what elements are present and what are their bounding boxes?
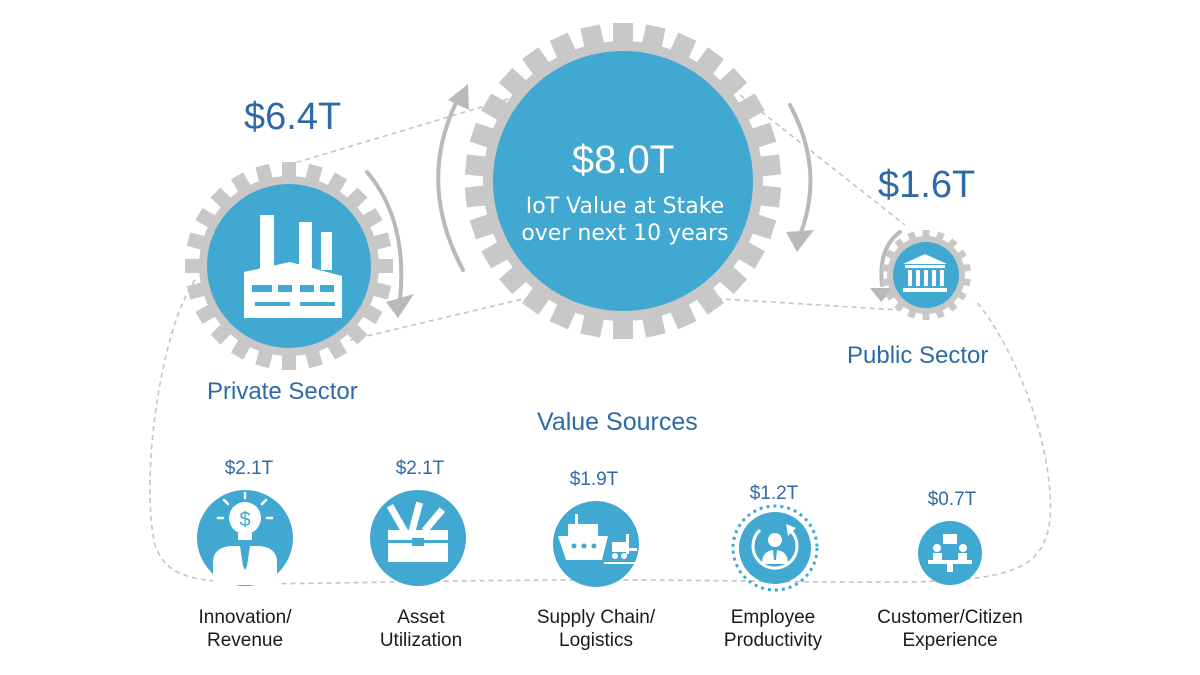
value-source-value-employee: $1.2T	[749, 483, 799, 504]
private-rotation-arrow	[365, 170, 404, 302]
private-sector-value: $6.4T	[244, 96, 342, 138]
value-source-value-customer: $0.7T	[927, 489, 977, 510]
value-source-name-customer: Customer/Citizen Experience	[860, 606, 1040, 652]
value-source-name-line1: Supply Chain/	[536, 607, 656, 628]
iot-value-caption-line2: over next 10 years	[521, 221, 729, 246]
total-iot-value: $8.0T	[571, 138, 675, 182]
gear-tooth	[613, 23, 633, 47]
public-sector-label: Public Sector	[847, 342, 989, 369]
public-rotation-arrow	[879, 230, 902, 287]
value-source-name-line2: Revenue	[206, 630, 284, 651]
value-source-name-line1: Customer/Citizen	[877, 607, 1023, 628]
innovation-lightbulb-icon: $	[213, 491, 277, 585]
iot-value-gear	[464, 23, 782, 339]
value-source-name-line2: Utilization	[379, 630, 463, 651]
main-rotation-arrow-right	[788, 103, 813, 237]
ship-forklift-icon	[558, 514, 638, 564]
value-source-name-line2: Productivity	[723, 630, 823, 651]
value-source-name-line1: Asset	[397, 607, 445, 628]
rotation-arrows	[365, 93, 902, 302]
value-source-name-employee: Employee Productivity	[683, 606, 863, 652]
arrow-heads	[386, 84, 894, 318]
government-building-icon	[903, 254, 947, 292]
iot-value-caption: IoT Value at Stake over next 10 years	[505, 193, 745, 247]
value-source-name-asset: Asset Utilization	[331, 606, 511, 652]
svg-text:$: $	[239, 509, 250, 531]
value-source-name-supply-chain: Supply Chain/ Logistics	[506, 606, 686, 652]
value-source-name-line1: Employee	[730, 607, 816, 628]
toolbox-icon	[386, 501, 448, 562]
public-sector-value: $1.6T	[878, 164, 976, 206]
factory-icon	[244, 215, 342, 318]
gear-center	[493, 51, 753, 311]
value-source-name-innovation: Innovation/ Revenue	[155, 606, 335, 652]
private-sector-label: Private Sector	[207, 378, 358, 405]
value-source-value-asset: $2.1T	[395, 458, 445, 479]
customer-service-icon	[928, 534, 972, 572]
value-source-value-supply-chain: $1.9T	[569, 469, 619, 490]
value-source-name-line2: Logistics	[559, 630, 633, 651]
value-source-name-line2: Experience	[902, 630, 998, 651]
employee-cycle-icon	[731, 504, 819, 592]
iot-value-caption-line1: IoT Value at Stake	[525, 194, 725, 219]
gear-tooth	[613, 315, 633, 339]
value-source-value-innovation: $2.1T	[224, 458, 274, 479]
value-source-name-line1: Innovation/	[198, 607, 292, 628]
value-sources-title: Value Sources	[537, 408, 698, 436]
main-rotation-arrow-left	[436, 93, 465, 272]
